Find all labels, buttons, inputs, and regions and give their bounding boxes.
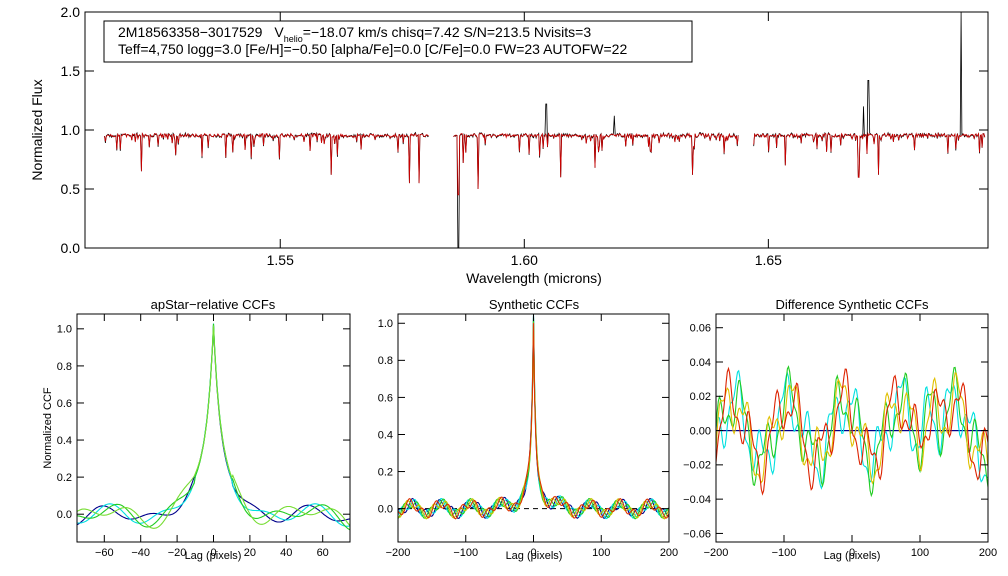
synthetic-ccf-y-tick-label: 0.6 <box>378 392 393 404</box>
difference-ccf-x-tick-label: −200 <box>704 547 729 559</box>
spectrum-y-tick-label: 1.5 <box>61 63 81 79</box>
spectrum-info-line1: 2M18563358−3017529 Vhelio=−18.07 km/s chi… <box>118 24 591 44</box>
synthetic-ccf-axes: −200 −100 0 100 200 0.0 0.2 0.4 0.6 0.8 1.0 <box>378 314 678 559</box>
difference-ccf-y-tick-label: −0.04 <box>683 494 711 506</box>
synthetic-ccf-x-tick-label: 200 <box>660 547 678 559</box>
spectrum-info-line2: Teff=4,750 logg=3.0 [Fe/H]=−0.50 [alpha/… <box>118 41 627 57</box>
info-object: 2M18563358−3017529 <box>118 24 263 40</box>
spectrum-observed-line <box>453 103 739 249</box>
info-line1-rest: =−18.07 km/s chisq=7.42 S/N=213.5 Nvisit… <box>303 24 592 40</box>
spectrum-y-label: Normalized Flux <box>29 79 45 180</box>
synthetic-ccf-panel: −200 −100 0 100 200 0.0 0.2 0.4 0.6 0.8 1.0 Synthe… <box>378 297 678 562</box>
spectrum-x-tick-label: 1.55 <box>267 252 294 268</box>
difference-ccf-lines <box>715 365 989 498</box>
apstar-ccf-panel: −60 −40 −20 0 20 40 60 0.0 0.2 0.4 0.6 0.8 1.0 apSta… <box>42 297 351 562</box>
apstar-ccf-y-tick-label: 0.8 <box>57 361 72 373</box>
synthetic-ccf-series-s4 <box>397 322 670 520</box>
synthetic-ccf-title: Synthetic CCFs <box>489 297 580 312</box>
apstar-ccf-y-tick-label: 0.2 <box>57 472 72 484</box>
difference-ccf-series-s4 <box>715 372 989 485</box>
difference-ccf-x-tick-label: −100 <box>772 547 797 559</box>
info-v-sub: helio <box>284 34 303 44</box>
spectrum-x-tick-label: 1.65 <box>755 252 782 268</box>
apstar-ccf-x-label: Lag (pixels) <box>185 550 242 562</box>
difference-ccf-axes: −200 −100 0 100 200 −0.06 −0.04 −0.02 0.00 0.02 0.… <box>683 314 997 559</box>
difference-ccf-x-tick-label: 0 <box>849 547 855 559</box>
difference-ccf-panel: −200 −100 0 100 200 −0.06 −0.04 −0.02 0.00 0.02 0.… <box>683 297 997 562</box>
synthetic-ccf-lines <box>397 313 670 520</box>
synthetic-ccf-y-tick-label: 0.2 <box>378 466 393 478</box>
apstar-ccf-y-tick-label: 0.6 <box>57 398 72 410</box>
apstar-ccf-series-s3 <box>76 323 351 531</box>
spectrum-x-tick-label: 1.60 <box>511 252 538 268</box>
spectrum-model-line <box>104 132 429 184</box>
synthetic-ccf-y-tick-label: 0.0 <box>378 503 393 515</box>
spectrum-model-line <box>453 132 739 196</box>
apstar-ccf-series-s2 <box>76 323 351 527</box>
spectrum-observed-line <box>104 131 429 184</box>
apstar-ccf-axes: −60 −40 −20 0 20 40 60 0.0 0.2 0.4 0.6 0.8 1.0 <box>57 314 350 559</box>
spectrum-x-label: Wavelength (microns) <box>466 270 602 286</box>
synthetic-ccf-x-tick-label: −200 <box>386 547 411 559</box>
apstar-ccf-x-tick-label: −60 <box>95 547 114 559</box>
spectrum-observed-line <box>753 11 986 178</box>
synthetic-ccf-x-label: Lag (pixels) <box>506 550 563 562</box>
difference-ccf-y-tick-label: 0.02 <box>690 391 711 403</box>
spectrum-axes: 1.55 1.60 1.65 0.0 0.5 1.0 1.5 2.0 <box>61 4 988 268</box>
difference-ccf-title: Difference Synthetic CCFs <box>776 297 929 312</box>
difference-ccf-y-tick-label: −0.02 <box>683 460 711 472</box>
difference-ccf-x-tick-label: 200 <box>979 547 997 559</box>
difference-ccf-y-tick-label: 0.00 <box>690 425 711 437</box>
difference-ccf-y-tick-label: −0.06 <box>683 528 711 540</box>
difference-ccf-x-label: Lag (pixels) <box>824 550 881 562</box>
difference-ccf-y-tick-label: 0.04 <box>690 357 711 369</box>
apstar-ccf-x-tick-label: 0 <box>210 547 216 559</box>
apstar-ccf-series-s4 <box>76 325 351 529</box>
spectrum-y-tick-label: 1.0 <box>61 122 81 138</box>
spectrum-y-tick-label: 2.0 <box>61 4 81 20</box>
apstar-ccf-y-label: Normalized CCF <box>42 387 54 469</box>
apstar-ccf-x-tick-label: 60 <box>317 547 329 559</box>
synthetic-ccf-y-tick-label: 0.8 <box>378 355 393 367</box>
synthetic-ccf-y-tick-label: 0.4 <box>378 429 393 441</box>
synthetic-ccf-x-tick-label: −100 <box>453 547 478 559</box>
apstar-ccf-series-s1 <box>76 325 351 526</box>
apstar-ccf-x-tick-label: −20 <box>168 547 187 559</box>
apstar-ccf-title: apStar−relative CCFs <box>151 297 276 312</box>
apstar-ccf-y-tick-label: 0.0 <box>57 509 72 521</box>
synthetic-ccf-y-tick-label: 1.0 <box>378 318 393 330</box>
spectrum-model-line <box>753 132 986 178</box>
synthetic-ccf-x-tick-label: 100 <box>592 547 610 559</box>
spectrum-y-tick-label: 0.5 <box>61 181 81 197</box>
apstar-ccf-y-tick-label: 1.0 <box>57 324 72 336</box>
difference-ccf-x-tick-label: 100 <box>911 547 929 559</box>
spectrum-y-tick-label: 0.0 <box>61 240 81 256</box>
info-v: V <box>274 24 284 40</box>
difference-ccf-series-s5 <box>715 366 989 496</box>
spectrum-panel: 1.55 1.60 1.65 0.0 0.5 1.0 1.5 2.0 2M18563358−3… <box>29 4 989 286</box>
apstar-ccf-x-tick-label: −40 <box>131 547 150 559</box>
synthetic-ccf-x-tick-label: 0 <box>530 547 536 559</box>
spectrum-lines <box>104 11 986 249</box>
synthetic-ccf-series-s5 <box>397 323 670 520</box>
difference-ccf-y-tick-label: 0.06 <box>690 323 711 335</box>
apstar-ccf-lines <box>76 323 351 531</box>
apstar-ccf-x-tick-label: 40 <box>280 547 292 559</box>
apstar-ccf-y-tick-label: 0.4 <box>57 435 72 447</box>
apstar-ccf-x-tick-label: 20 <box>244 547 256 559</box>
spectrum-info-box <box>103 20 693 63</box>
